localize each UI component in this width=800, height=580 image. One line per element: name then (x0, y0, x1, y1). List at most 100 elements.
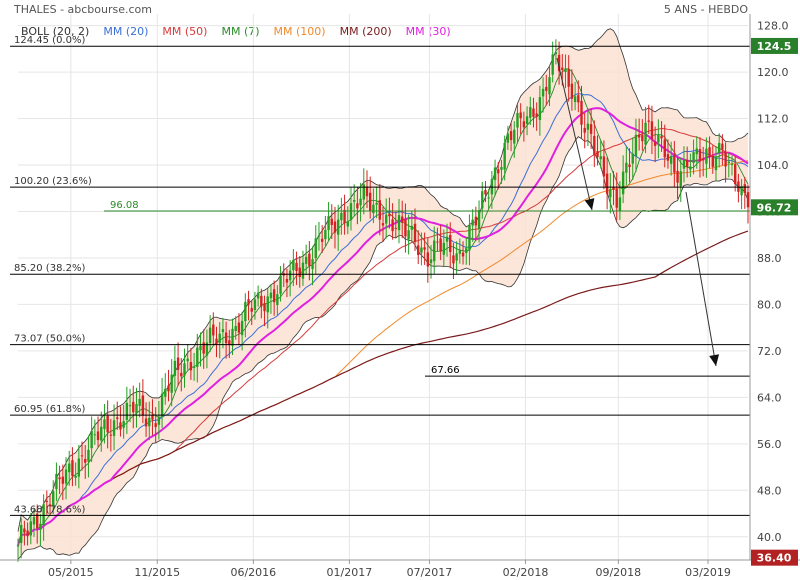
candle-body (346, 221, 349, 227)
candle-body (352, 200, 356, 202)
candle-body (263, 303, 266, 312)
candle-body (484, 190, 487, 195)
candle-body (423, 247, 426, 250)
candle-body (93, 434, 97, 436)
candle-body (701, 158, 705, 161)
candle-body (541, 88, 545, 97)
candle-body (746, 192, 750, 208)
bollinger-band (17, 28, 749, 560)
candle-body (545, 86, 548, 91)
candle-body (343, 209, 346, 224)
candle-body (55, 473, 58, 490)
y-tick-label: 120.0 (757, 66, 789, 79)
indicator-legend: BOLL (20, 2) MM (20) MM (50) MM (7) MM (… (14, 24, 458, 40)
candle-body (557, 54, 561, 72)
candle-body (605, 173, 609, 194)
candle-body (420, 247, 423, 253)
candle-body (378, 200, 381, 220)
candle-body (385, 214, 388, 224)
legend-mm20[interactable]: MM (20) (96, 24, 156, 40)
candle-body (439, 238, 442, 252)
candle-body (288, 270, 292, 281)
legend-mm30[interactable]: MM (30) (398, 24, 458, 40)
candle-body (391, 219, 394, 232)
candle-body (26, 530, 29, 537)
candle-body (717, 143, 721, 154)
legend-mm100[interactable]: MM (100) (266, 24, 333, 40)
legend-boll[interactable]: BOLL (20, 2) (14, 24, 97, 40)
candle-body (410, 225, 414, 230)
candle-body (381, 223, 385, 226)
candle-body (551, 54, 554, 75)
candle-body (641, 135, 644, 142)
candle-body (433, 240, 436, 262)
fib-label-3: 73.07 (50.0%) (14, 334, 85, 345)
candle-body (199, 345, 202, 351)
candle-body (58, 477, 61, 480)
candle-body (215, 338, 218, 345)
candle-body (330, 218, 333, 225)
candle-body (570, 83, 574, 99)
candle-body (109, 434, 113, 436)
candle-body (493, 167, 497, 181)
fib-label-2: 85.20 (38.2%) (14, 263, 85, 274)
candle-body (535, 113, 538, 117)
candle-body (304, 256, 308, 264)
y-tick-label: 56.0 (757, 438, 782, 451)
candle-body (583, 128, 586, 133)
candle-body (324, 229, 327, 240)
header-period: 5 ANS - HEBDO (663, 3, 748, 16)
candle-body (327, 216, 330, 231)
candle-body (375, 202, 378, 205)
candle-body (176, 357, 180, 370)
candle-body (609, 189, 612, 198)
candle-body (676, 170, 679, 183)
candle-body (180, 372, 183, 377)
legend-mm50[interactable]: MM (50) (155, 24, 215, 40)
candle-body (714, 156, 718, 171)
candle-body (474, 216, 478, 226)
candle-body (513, 129, 516, 144)
candle-body (743, 184, 746, 194)
candle-body (359, 198, 362, 206)
candle-body (650, 121, 654, 140)
candle-body (586, 123, 590, 130)
x-tick-label: 09/2018 (595, 566, 641, 579)
axes: 40.048.056.064.072.080.088.096.0104.0112… (0, 14, 800, 579)
candle-body (653, 141, 657, 146)
candle-body (708, 147, 711, 158)
y-tick-label: 128.0 (757, 20, 789, 33)
candle-body (317, 235, 321, 237)
candle-body (519, 112, 522, 119)
candle-body (285, 278, 289, 283)
candle-body (455, 253, 458, 261)
candle-body (228, 340, 231, 346)
candle-body (52, 491, 55, 506)
support-label: 96.08 (110, 200, 139, 211)
candle-body (497, 169, 500, 174)
candle-body (125, 402, 129, 420)
candle-body (445, 236, 449, 242)
candle-body (733, 164, 737, 185)
y-tick-label: 48.0 (757, 484, 782, 497)
candle-body (237, 322, 241, 333)
candle-body (500, 166, 503, 170)
candle-body (276, 294, 279, 306)
candle-body (698, 149, 702, 162)
x-tick-label: 02/2018 (503, 566, 549, 579)
candle-body (154, 423, 157, 427)
candle-body (429, 259, 433, 264)
candle-body (679, 171, 682, 187)
candle-body (452, 255, 455, 264)
candle-body (132, 401, 135, 413)
candle-body (192, 366, 196, 368)
candle-body (87, 449, 90, 462)
x-tick-label: 01/2017 (327, 566, 373, 579)
candle-body (112, 420, 116, 436)
candle-body (711, 155, 714, 167)
candle-body (295, 262, 298, 272)
candle-body (23, 528, 26, 533)
candle-body (32, 516, 36, 525)
candle-body (29, 521, 33, 536)
